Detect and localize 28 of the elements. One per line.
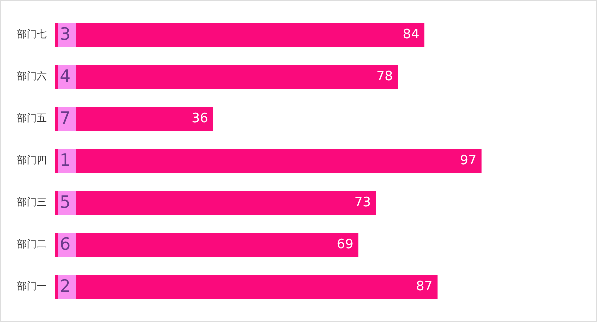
annotation: 1 bbox=[60, 151, 71, 171]
annotation: 5 bbox=[60, 193, 71, 213]
bar bbox=[55, 191, 376, 215]
annotation: 6 bbox=[60, 235, 71, 255]
y-tick-label: 部门三 bbox=[17, 196, 47, 208]
data-label: 69 bbox=[337, 238, 354, 252]
data-label: 97 bbox=[460, 154, 477, 168]
data-label: 87 bbox=[416, 280, 433, 294]
data-label: 73 bbox=[354, 196, 372, 210]
bar bbox=[55, 233, 359, 257]
bar bbox=[55, 107, 214, 131]
data-label: 36 bbox=[192, 112, 208, 126]
y-tick-label: 部门一 bbox=[17, 280, 47, 292]
bar bbox=[55, 23, 425, 47]
bar bbox=[55, 65, 398, 89]
y-tick-label: 部门二 bbox=[17, 238, 47, 250]
bar bbox=[55, 275, 438, 299]
y-tick-label: 部门五 bbox=[17, 112, 47, 124]
annotation: 2 bbox=[60, 277, 71, 297]
annotation: 4 bbox=[60, 67, 71, 87]
data-label: 84 bbox=[403, 28, 420, 42]
annotation: 7 bbox=[60, 109, 71, 129]
annotation: 3 bbox=[60, 25, 71, 45]
y-tick-label: 部门四 bbox=[17, 154, 47, 166]
data-label: 78 bbox=[376, 70, 394, 84]
y-tick-label: 部门七 bbox=[17, 28, 47, 40]
y-tick-label: 部门六 bbox=[17, 70, 47, 82]
bar bbox=[55, 149, 482, 173]
